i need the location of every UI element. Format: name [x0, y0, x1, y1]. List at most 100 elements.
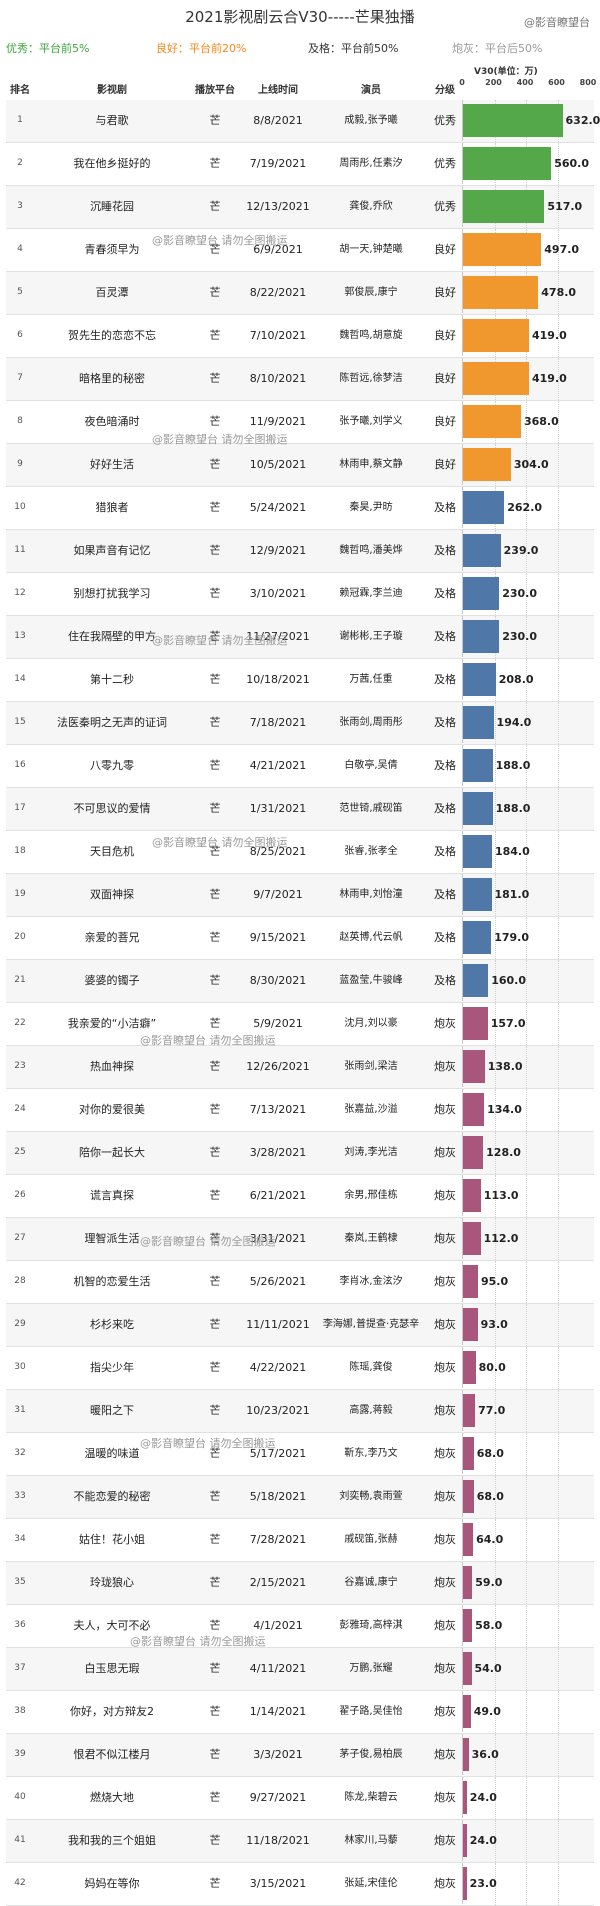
platform-cell: 芒: [209, 1103, 221, 1116]
rank-cell: 15: [14, 717, 26, 727]
platform-cell: 芒: [209, 1146, 221, 1159]
rank-cell: 12: [14, 588, 26, 598]
gridline: [526, 1519, 527, 1561]
bar: [463, 1738, 469, 1771]
rank-cell: 10: [14, 502, 26, 512]
gridline: [494, 1820, 496, 1862]
bar-value-label: 179.0: [494, 931, 529, 944]
platform-cell: 芒: [209, 1318, 221, 1331]
platform-cell: 芒: [209, 759, 221, 772]
rank-cell: 3: [17, 201, 23, 211]
date-cell: 12/9/2021: [249, 544, 307, 557]
grade-cell: 及格: [434, 716, 456, 729]
title-cell: 亲爱的菩兄: [84, 931, 140, 944]
gridline: [494, 788, 496, 830]
bar: [463, 921, 492, 954]
actors-cell: 李海娜,普提查·克瑟辛: [322, 1319, 420, 1330]
table-body: 1 与君歌芒 8/8/2021 成毅,张予曦 优秀 632.0 2 我在他乡挺好的芒 7/19/…: [6, 100, 600, 1906]
bar-value-label: 23.0: [469, 1877, 497, 1890]
table-row: 40 燃烧大地 芒 9/27/2021 陈龙,柴碧云 炮灰 24.0: [6, 1777, 594, 1820]
gridline: [526, 874, 527, 916]
bar-value-label: 208.0: [498, 673, 534, 686]
gridline: [557, 1175, 559, 1217]
platform-cell: 芒: [209, 630, 221, 643]
gridline: [526, 1347, 527, 1389]
bar: [463, 792, 493, 825]
platform-cell: 芒: [209, 415, 221, 428]
bar-value-label: 24.0: [469, 1834, 497, 1847]
bar-area: 368.0: [462, 401, 595, 443]
bar: [463, 1351, 476, 1384]
bar-area: 478.0: [462, 272, 595, 314]
gridline: [494, 1734, 496, 1776]
gridline: [557, 1562, 559, 1604]
bar: [463, 964, 489, 997]
bar: [463, 1652, 472, 1685]
bar-value-label: 77.0: [478, 1404, 506, 1417]
grade-cell: 及格: [434, 802, 456, 815]
gridline: [557, 530, 559, 572]
title-cell: 贺先生的恋恋不忘: [68, 329, 156, 342]
title-cell: 百灵潭: [95, 286, 129, 299]
header-rank: 排名: [10, 85, 30, 96]
title-cell: 对你的爱很美: [79, 1103, 145, 1116]
bar-value-label: 157.0: [490, 1017, 526, 1030]
title-cell: 如果声音有记忆: [73, 544, 151, 557]
title-cell: 姑住！花小姐: [79, 1533, 145, 1546]
platform-cell: 芒: [209, 1017, 221, 1030]
bar-value-label: 80.0: [478, 1361, 506, 1374]
platform-cell: 芒: [209, 1576, 221, 1589]
gridline: [557, 1648, 559, 1690]
table-row: 31 暖阳之下 芒 10/23/2021 高露,蒋毅 炮灰 77.0: [6, 1390, 594, 1433]
rank-cell: 31: [14, 1405, 26, 1415]
title-cell: 不可思议的爱情: [73, 802, 151, 815]
gridline: [494, 1003, 496, 1045]
bar: [463, 1308, 478, 1341]
gridline: [557, 444, 559, 486]
gridline: [494, 831, 496, 873]
bar-area: 93.0: [462, 1304, 595, 1346]
grade-cell: 炮灰: [434, 1404, 456, 1417]
title-cell: 沉睡花园: [90, 200, 134, 213]
rank-cell: 26: [14, 1190, 26, 1200]
bar-area: 194.0: [462, 702, 595, 744]
grade-cell: 优秀: [434, 157, 456, 170]
gridline: [526, 659, 527, 701]
gridline: [557, 831, 559, 873]
grade-cell: 良好: [434, 458, 456, 471]
grade-cell: 炮灰: [434, 1060, 456, 1073]
date-cell: 11/11/2021: [246, 1318, 310, 1331]
platform-cell: 芒: [209, 1447, 221, 1460]
table-row: 36 夫人，大可不必 芒 4/1/2021 彭雅琦,高梓淇 炮灰 58.0: [6, 1605, 594, 1648]
watermark: @影音瞭望台: [524, 16, 590, 29]
gridline: [557, 1863, 559, 1905]
bar: [463, 577, 500, 610]
gridline: [494, 1304, 496, 1346]
bar: [463, 706, 494, 739]
rank-cell: 22: [14, 1018, 26, 1028]
gridline: [494, 1433, 496, 1475]
grade-cell: 炮灰: [434, 1275, 456, 1288]
date-cell: 8/30/2021: [249, 974, 307, 987]
date-cell: 5/9/2021: [253, 1017, 303, 1030]
table-row: 27 理智派生活 芒 3/31/2021 秦岚,王鹤棣 炮灰 112.0: [6, 1218, 594, 1261]
gridline: [494, 1347, 496, 1389]
bar: [463, 1523, 474, 1556]
header-title: 影视剧: [97, 85, 127, 96]
bar-value-label: 239.0: [503, 544, 539, 557]
date-cell: 4/11/2021: [249, 1662, 307, 1675]
table-row: 15 法医秦明之无声的证词 芒 7/18/2021 张雨剑,周雨彤 及格 194.0: [6, 702, 594, 745]
gridline: [494, 1175, 496, 1217]
bar: [463, 1480, 474, 1513]
rank-cell: 40: [14, 1792, 26, 1802]
grade-cell: 及格: [434, 974, 456, 987]
date-cell: 8/22/2021: [249, 286, 307, 299]
grade-cell: 良好: [434, 415, 456, 428]
bar: [463, 1265, 478, 1298]
title-cell: 指尖少年: [90, 1361, 134, 1374]
bar: [463, 1824, 467, 1857]
gridline: [526, 1734, 527, 1776]
title-cell: 谎言真探: [90, 1189, 134, 1202]
bar-area: 95.0: [462, 1261, 595, 1303]
table-row: 35 玲珑狼心 芒 2/15/2021 谷嘉诚,康宁 炮灰 59.0: [6, 1562, 594, 1605]
